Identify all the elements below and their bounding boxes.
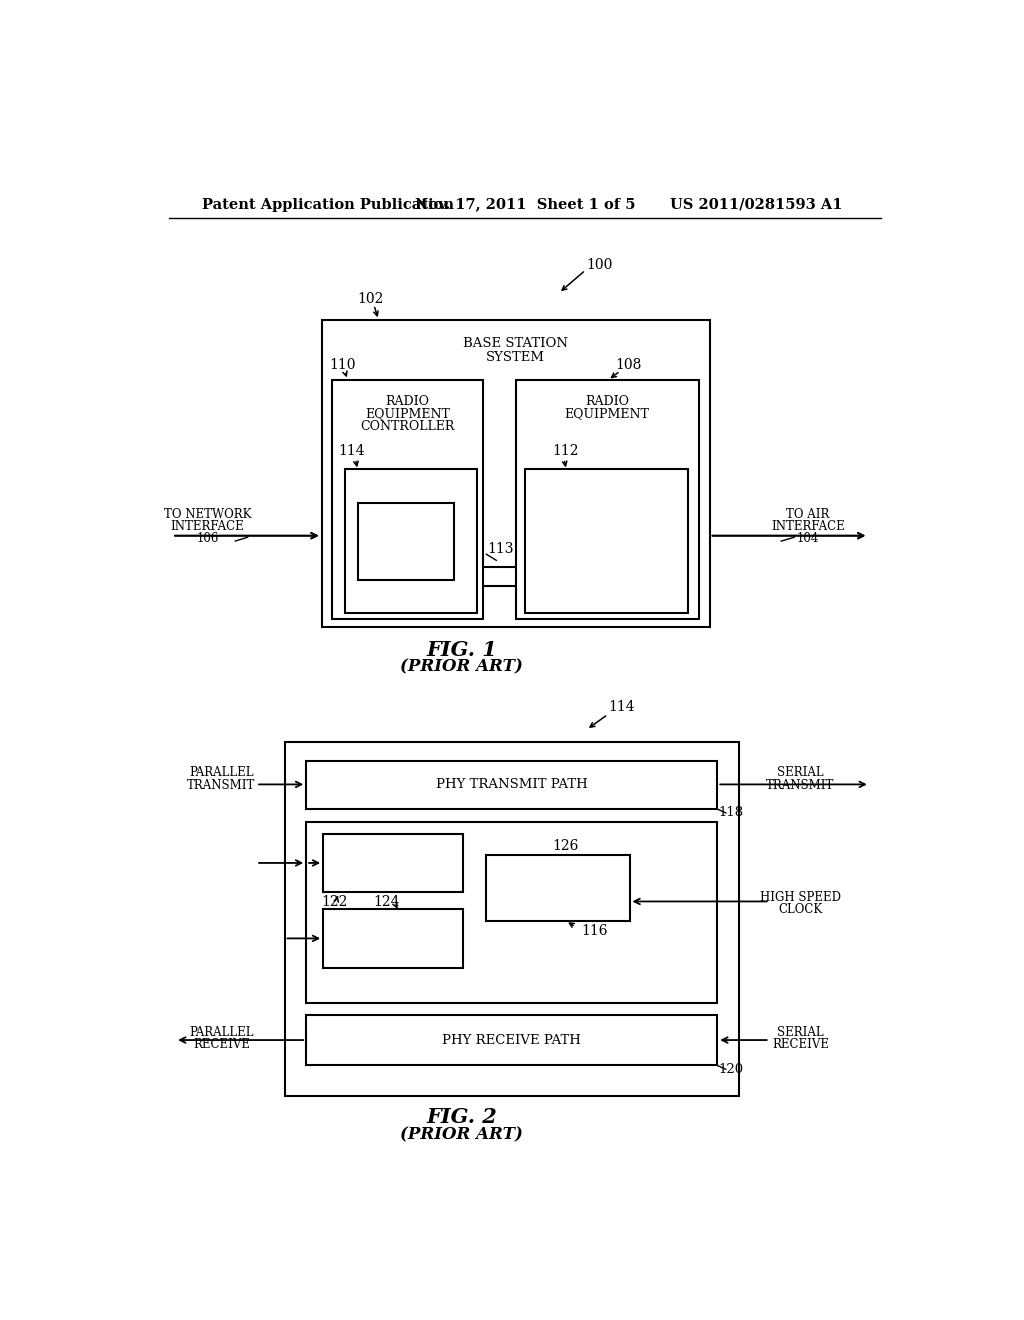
Text: BASE STATION: BASE STATION (463, 337, 568, 350)
Bar (515, 380, 698, 619)
Text: TO NETWORK: TO NETWORK (164, 508, 251, 520)
Text: CONTROLLER: CONTROLLER (360, 420, 455, 433)
Bar (323, 834, 463, 892)
Bar (486, 855, 630, 921)
Text: 114: 114 (608, 701, 635, 714)
Text: FIG. 1: FIG. 1 (426, 640, 497, 660)
Text: TO AIR: TO AIR (786, 508, 829, 520)
Text: SERIAL: SERIAL (777, 1026, 823, 1039)
Bar (322, 321, 710, 627)
Text: RADIO: RADIO (386, 395, 430, 408)
Text: EQUIPMENT: EQUIPMENT (366, 408, 451, 421)
Bar (345, 469, 477, 612)
Text: 104: 104 (797, 532, 819, 545)
Text: (PRIOR ART): (PRIOR ART) (400, 1126, 523, 1143)
Text: PARALLEL: PARALLEL (189, 1026, 254, 1039)
Text: COMMA DETECT: COMMA DETECT (340, 851, 446, 865)
Text: 100: 100 (587, 257, 612, 272)
Text: 102: 102 (357, 292, 384, 305)
Text: STOP/START: STOP/START (519, 875, 597, 888)
Text: PHY RECEIVE PATH: PHY RECEIVE PATH (442, 1034, 582, 1047)
Text: RECEIVE: RECEIVE (193, 1038, 250, 1051)
Text: 126: 126 (553, 840, 579, 853)
Text: 110: 110 (330, 358, 355, 372)
Text: TRANSMIT: TRANSMIT (187, 779, 256, 792)
Text: (PRIOR ART): (PRIOR ART) (400, 659, 523, 675)
Text: SYSTEM: SYSTEM (486, 351, 545, 363)
Text: Nov. 17, 2011  Sheet 1 of 5: Nov. 17, 2011 Sheet 1 of 5 (416, 198, 636, 211)
Text: US 2011/0281593 A1: US 2011/0281593 A1 (670, 198, 842, 211)
Text: 116: 116 (582, 924, 608, 937)
Bar (333, 380, 483, 619)
Text: 108: 108 (615, 358, 642, 372)
Text: PHY: PHY (396, 478, 426, 491)
Text: INTERFACE: INTERFACE (771, 520, 845, 533)
Text: 112: 112 (553, 444, 579, 458)
Text: 114: 114 (339, 444, 366, 458)
Bar (524, 469, 688, 612)
Text: PHY TRANSMIT PATH: PHY TRANSMIT PATH (436, 777, 588, 791)
Text: 120: 120 (718, 1063, 743, 1076)
Text: EQUIPMENT: EQUIPMENT (565, 408, 649, 421)
Text: 118: 118 (718, 807, 743, 820)
Text: 106: 106 (197, 532, 219, 545)
Text: RECEIVE: RECEIVE (772, 1038, 829, 1051)
Text: CIRCUIT: CIRCUIT (379, 535, 432, 548)
Text: Patent Application Publication: Patent Application Publication (202, 198, 455, 211)
Text: TRANSMIT: TRANSMIT (766, 779, 835, 792)
Text: CLOCK: CLOCK (778, 903, 822, 916)
Text: 113: 113 (487, 541, 514, 556)
Text: TIMING: TIMING (381, 523, 430, 536)
Text: SERIAL: SERIAL (777, 767, 823, 779)
Text: PARALLEL: PARALLEL (189, 767, 254, 779)
Text: RADIO: RADIO (585, 395, 629, 408)
Bar (285, 742, 739, 1096)
Text: COMMA DETECT: COMMA DETECT (340, 927, 446, 940)
Text: COUNTER: COUNTER (526, 888, 590, 902)
Bar (323, 909, 463, 969)
Text: PHY: PHY (592, 533, 622, 546)
Text: 124: 124 (373, 895, 399, 909)
Text: 122: 122 (322, 895, 348, 909)
Text: FIG. 2: FIG. 2 (426, 1107, 497, 1127)
Text: INTERFACE: INTERFACE (171, 520, 245, 533)
Text: 116: 116 (361, 587, 388, 601)
Bar (357, 503, 454, 581)
Text: CIRCUIT: CIRCUIT (366, 863, 420, 876)
Bar (306, 1015, 717, 1065)
Text: HIGH SPEED: HIGH SPEED (760, 891, 841, 904)
Text: CIRCUIT: CIRCUIT (366, 939, 420, 952)
Bar (306, 760, 717, 809)
Bar (306, 822, 717, 1003)
